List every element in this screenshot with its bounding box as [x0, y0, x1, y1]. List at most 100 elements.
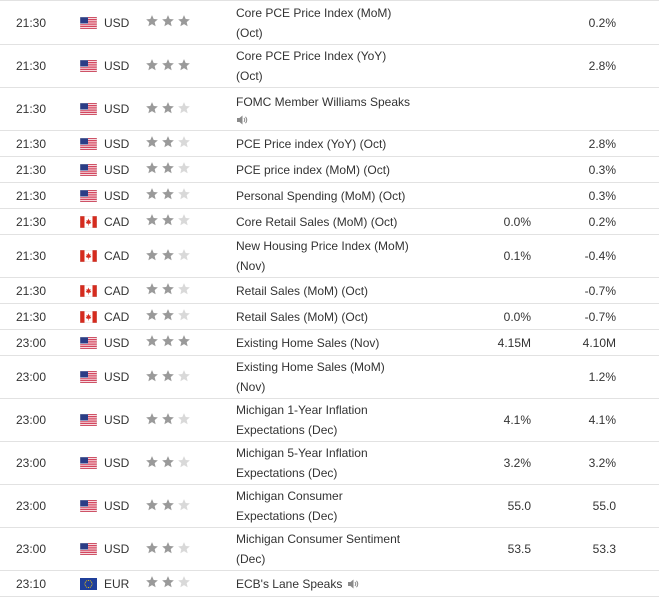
previous-value — [520, 571, 616, 596]
event-name-line1[interactable]: Michigan 5-Year Inflation — [236, 446, 368, 460]
previous-value: 3.2% — [588, 456, 616, 470]
event-name-line2: (Dec) — [236, 552, 266, 566]
importance-stars — [145, 442, 205, 484]
star-filled-icon — [145, 282, 159, 299]
table-row[interactable]: 21:30 CAD New Housing Price Index (MoM) (No… — [0, 235, 659, 278]
star-filled-icon — [161, 412, 175, 429]
event-time: 21:30 — [16, 162, 47, 177]
event-name-line1[interactable]: PCE Price index (YoY) (Oct) — [236, 136, 387, 151]
table-row[interactable]: 21:30 USD Personal Spending (MoM) (Oct) 0.3… — [0, 183, 659, 209]
previous-value: -0.4% — [584, 249, 616, 263]
ca-flag-icon — [80, 304, 97, 329]
event-name-line1[interactable]: PCE price index (MoM) (Oct) — [236, 162, 391, 177]
importance-stars — [145, 235, 205, 277]
event-name-line1[interactable]: New Housing Price Index (MoM) — [236, 239, 409, 253]
star-filled-icon — [177, 334, 191, 351]
event-name[interactable]: FOMC Member Williams Speaks — [236, 88, 496, 130]
forecast-value: 0.1% — [503, 249, 531, 263]
event-time: 23:00 — [16, 413, 47, 427]
star-filled-icon — [161, 161, 175, 178]
table-row[interactable]: 21:30 CAD Retail Sales (MoM) (Oct) 0.0% -0.7… — [0, 304, 659, 330]
event-name[interactable]: Core Retail Sales (MoM) (Oct) — [236, 209, 496, 234]
star-filled-icon — [161, 369, 175, 386]
table-row[interactable]: 21:30 USD Core PCE Price Index (MoM) (Oct) 0… — [0, 1, 659, 45]
importance-stars — [145, 1, 205, 44]
event-name[interactable]: Existing Home Sales (Nov) — [236, 330, 496, 355]
event-name[interactable]: Michigan 1-Year Inflation Expectations (D… — [236, 399, 496, 441]
event-name[interactable]: Michigan 5-Year Inflation Expectations (D… — [236, 442, 496, 484]
event-name-line1[interactable]: Retail Sales (MoM) (Oct) — [236, 309, 369, 324]
importance-stars — [145, 485, 205, 527]
event-name-line1[interactable]: Existing Home Sales (Nov) — [236, 335, 380, 350]
event-name[interactable]: Personal Spending (MoM) (Oct) — [236, 183, 496, 208]
speaker-icon[interactable] — [236, 114, 249, 126]
star-empty-icon — [177, 541, 191, 558]
event-name[interactable]: Retail Sales (MoM) (Oct) — [236, 304, 496, 329]
event-name-line1[interactable]: Retail Sales (MoM) (Oct) — [236, 283, 369, 298]
table-row[interactable]: 23:00 USD Michigan Consumer Expectations (D… — [0, 485, 659, 528]
importance-stars — [145, 399, 205, 441]
event-name[interactable]: PCE Price index (YoY) (Oct) — [236, 131, 496, 156]
previous-value: 4.1% — [588, 413, 616, 427]
table-row[interactable]: 21:30 USD FOMC Member Williams Speaks — [0, 88, 659, 131]
event-name-line2: Expectations (Dec) — [236, 466, 338, 480]
forecast-value — [430, 183, 531, 208]
star-filled-icon — [145, 308, 159, 325]
event-name[interactable]: New Housing Price Index (MoM) (Nov) — [236, 235, 496, 277]
table-row[interactable]: 21:30 CAD Retail Sales (MoM) (Oct) -0.7% — [0, 278, 659, 304]
previous-value — [520, 88, 616, 130]
table-row[interactable]: 23:00 USD Michigan 5-Year Inflation Expecta… — [0, 442, 659, 485]
currency-code: USD — [104, 102, 130, 116]
currency-code: CAD — [104, 214, 130, 229]
star-empty-icon — [177, 282, 191, 299]
event-name-line1[interactable]: Michigan Consumer Sentiment — [236, 532, 401, 546]
table-row[interactable]: 21:30 USD PCE price index (MoM) (Oct) 0.3% — [0, 157, 659, 183]
table-row[interactable]: 23:00 USD Existing Home Sales (MoM) (Nov) 1.… — [0, 356, 659, 399]
currency-code: EUR — [104, 576, 130, 591]
previous-value: -0.7% — [584, 283, 616, 298]
event-name[interactable]: Core PCE Price Index (MoM) (Oct) — [236, 1, 496, 44]
event-name-line1[interactable]: Personal Spending (MoM) (Oct) — [236, 188, 406, 203]
event-name[interactable]: Michigan Consumer Sentiment (Dec) — [236, 528, 496, 570]
star-filled-icon — [161, 575, 175, 592]
previous-value: -0.7% — [584, 309, 616, 324]
event-name-line1[interactable]: Core PCE Price Index (YoY) — [236, 49, 387, 63]
event-name[interactable]: PCE price index (MoM) (Oct) — [236, 157, 496, 182]
table-row[interactable]: 23:00 USD Existing Home Sales (Nov) 4.15M 4.… — [0, 330, 659, 356]
event-time: 21:30 — [16, 136, 47, 151]
event-name[interactable]: Core PCE Price Index (YoY) (Oct) — [236, 45, 496, 87]
table-row[interactable]: 21:30 CAD Core Retail Sales (MoM) (Oct) 0.0… — [0, 209, 659, 235]
star-empty-icon — [177, 412, 191, 429]
event-name[interactable]: ECB's Lane Speaks — [236, 571, 496, 596]
event-name-line1[interactable]: Core Retail Sales (MoM) (Oct) — [236, 214, 398, 229]
previous-value: 0.2% — [588, 214, 616, 229]
event-name-line1[interactable]: Core PCE Price Index (MoM) — [236, 5, 392, 20]
star-empty-icon — [177, 308, 191, 325]
forecast-value: 0.0% — [503, 214, 531, 229]
event-name-line1[interactable]: Michigan Consumer — [236, 489, 343, 503]
star-empty-icon — [177, 213, 191, 230]
event-name[interactable]: Retail Sales (MoM) (Oct) — [236, 278, 496, 303]
event-name-line1[interactable]: Existing Home Sales (MoM) — [236, 360, 385, 374]
star-empty-icon — [177, 498, 191, 515]
event-name[interactable]: Existing Home Sales (MoM) (Nov) — [236, 356, 496, 398]
event-name-line1[interactable]: ECB's Lane Speaks — [236, 576, 343, 591]
table-row[interactable]: 21:30 USD Core PCE Price Index (YoY) (Oct) 2… — [0, 45, 659, 88]
forecast-value — [430, 131, 531, 156]
table-row[interactable]: 23:10 EUR ECB's Lane Speaks — [0, 571, 659, 597]
importance-stars — [145, 183, 205, 208]
star-filled-icon — [161, 248, 175, 265]
event-name-line1[interactable]: Michigan 1-Year Inflation — [236, 403, 368, 417]
event-name[interactable]: Michigan Consumer Expectations (Dec) — [236, 485, 496, 527]
star-filled-icon — [161, 135, 175, 152]
event-name-line1[interactable]: FOMC Member Williams Speaks — [236, 95, 411, 109]
importance-stars — [145, 157, 205, 182]
currency-code: USD — [104, 499, 130, 513]
table-row[interactable]: 23:00 USD Michigan Consumer Sentiment (Dec)… — [0, 528, 659, 571]
table-row[interactable]: 23:00 USD Michigan 1-Year Inflation Expecta… — [0, 399, 659, 442]
us-flag-icon — [80, 442, 97, 484]
speaker-icon[interactable] — [347, 578, 360, 590]
ca-flag-icon — [80, 278, 97, 303]
table-row[interactable]: 21:30 USD PCE Price index (YoY) (Oct) 2.8% — [0, 131, 659, 157]
